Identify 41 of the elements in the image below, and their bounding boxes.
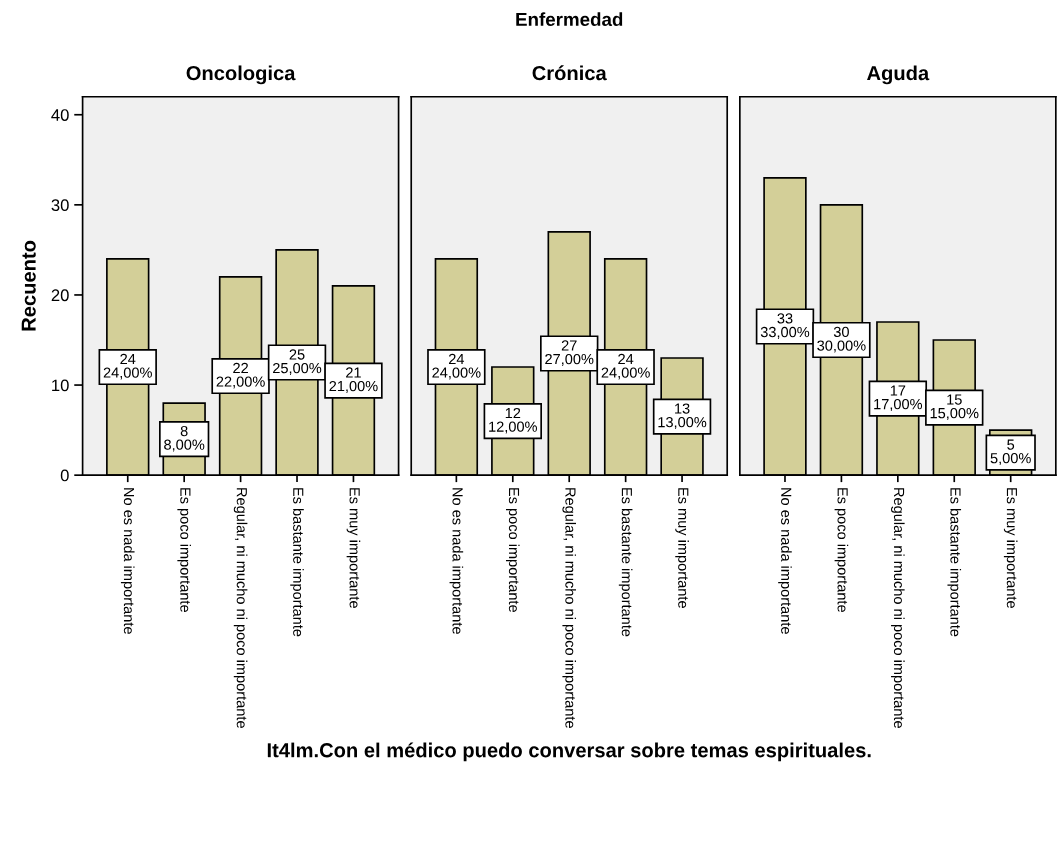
data-label: 30 30,00% (817, 326, 866, 353)
y-tick-label: 40 (51, 109, 69, 121)
data-label: 33 33,00% (760, 313, 810, 339)
x-tick-label: Regular, ni mucho ni poco importante (233, 488, 248, 728)
chart-title: Aguda (867, 65, 930, 85)
x-tick-label: Regular, ni mucho ni poco importante (891, 488, 905, 728)
y-axis-title: Recuento (21, 240, 36, 331)
x-tick-label: No es nada importante (120, 488, 135, 634)
x-tick-label: Es bastante importante (290, 488, 304, 637)
chart-title: Oncologica (186, 65, 296, 85)
x-axis-title: It4lm.Con el médico puedo conversar sobre temas espirituales. (267, 742, 871, 762)
y-tick-label: 20 (51, 289, 69, 302)
x-tick-label: Es poco importante (177, 488, 191, 612)
data-label: 21 21,00% (329, 367, 378, 393)
x-tick-label: Es poco importante (505, 488, 520, 612)
x-tick-label: Es muy importante (675, 488, 689, 608)
chart-title: Crónica (532, 65, 607, 81)
x-tick-label: No es nada importante (778, 488, 792, 634)
text: Enfermedad (516, 12, 623, 27)
x-tick-label: Es poco importante (834, 488, 849, 612)
data-label: 25 25,00% (273, 349, 322, 375)
data-label: 22 22,00% (216, 362, 265, 389)
x-tick-label: Es bastante importante (618, 488, 633, 637)
data-label: 24 24,00% (601, 353, 650, 380)
x-tick-label: Es muy importante (346, 488, 361, 608)
x-tick-label: Regular, ni mucho ni poco importante (562, 488, 577, 728)
data-label: 24 24,00% (103, 353, 152, 380)
data-label: 17 17,00% (874, 385, 923, 412)
data-label: 5 5,00% (990, 439, 1031, 466)
data-label: 13 13,00% (658, 403, 707, 430)
data-label: 27 27,00% (545, 340, 594, 366)
x-tick-label: Es muy importante (1003, 488, 1018, 608)
y-tick-label: 10 (52, 379, 69, 392)
x-tick-label: Es bastante importante (947, 488, 962, 637)
x-tick-label: No es nada importante (449, 488, 464, 634)
data-label: 8 8,00% (164, 425, 205, 452)
data-label: 15 15,00% (930, 394, 979, 421)
data-label: 12 12,00% (489, 407, 537, 434)
data-label: 24 24,00% (432, 353, 481, 380)
y-tick-label: 0 (60, 469, 69, 482)
y-tick-label: 30 (51, 199, 69, 212)
